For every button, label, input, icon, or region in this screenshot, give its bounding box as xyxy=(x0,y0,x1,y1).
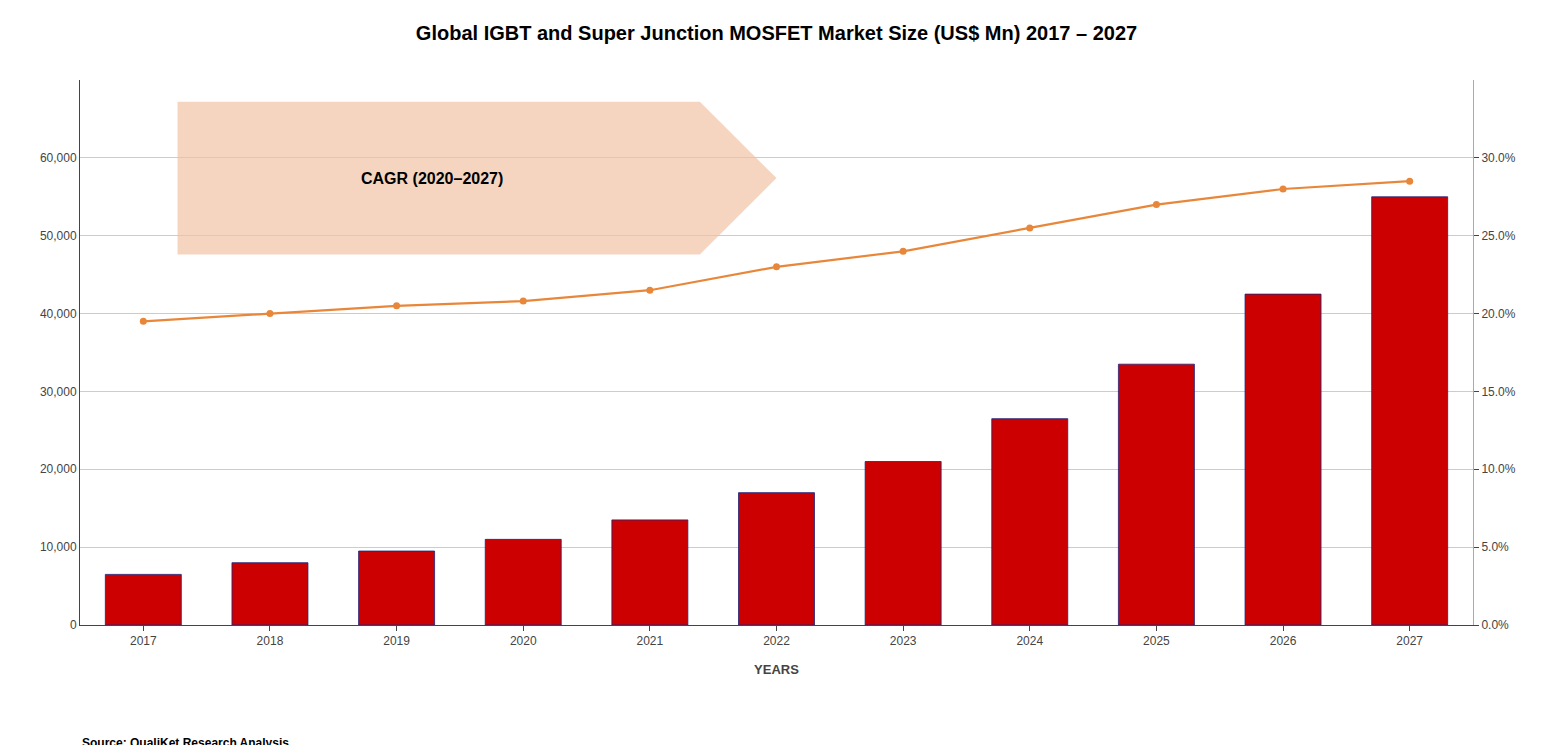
svg-text:15.0%: 15.0% xyxy=(1481,385,1515,399)
svg-text:2025: 2025 xyxy=(1143,634,1170,648)
svg-text:30.0%: 30.0% xyxy=(1481,151,1515,165)
svg-text:10.0%: 10.0% xyxy=(1481,462,1515,476)
svg-text:0.0%: 0.0% xyxy=(1481,618,1509,632)
svg-text:YEARS: YEARS xyxy=(754,662,799,677)
svg-text:40,000: 40,000 xyxy=(40,307,77,321)
svg-text:60,000: 60,000 xyxy=(40,151,77,165)
svg-text:20,000: 20,000 xyxy=(40,462,77,476)
svg-text:2019: 2019 xyxy=(383,634,410,648)
svg-text:25.0%: 25.0% xyxy=(1481,229,1515,243)
svg-text:2017: 2017 xyxy=(130,634,157,648)
svg-text:2020: 2020 xyxy=(510,634,537,648)
svg-text:Global IGBT and Super Junction: Global IGBT and Super Junction MOSFET Ma… xyxy=(416,22,1137,44)
svg-text:CAGR (2020–2027): CAGR (2020–2027) xyxy=(361,170,503,187)
svg-text:50,000: 50,000 xyxy=(40,229,77,243)
svg-text:10,000: 10,000 xyxy=(40,540,77,554)
svg-text:5.0%: 5.0% xyxy=(1481,540,1509,554)
svg-text:Source: QualiKet Research Anal: Source: QualiKet Research Analysis xyxy=(82,736,289,745)
svg-text:30,000: 30,000 xyxy=(40,385,77,399)
svg-text:2026: 2026 xyxy=(1270,634,1297,648)
svg-text:2023: 2023 xyxy=(890,634,917,648)
svg-text:2022: 2022 xyxy=(763,634,790,648)
svg-text:20.0%: 20.0% xyxy=(1481,307,1515,321)
svg-text:2018: 2018 xyxy=(257,634,284,648)
svg-text:2027: 2027 xyxy=(1396,634,1423,648)
svg-text:0: 0 xyxy=(70,618,77,632)
svg-text:2024: 2024 xyxy=(1016,634,1043,648)
svg-text:2021: 2021 xyxy=(637,634,664,648)
